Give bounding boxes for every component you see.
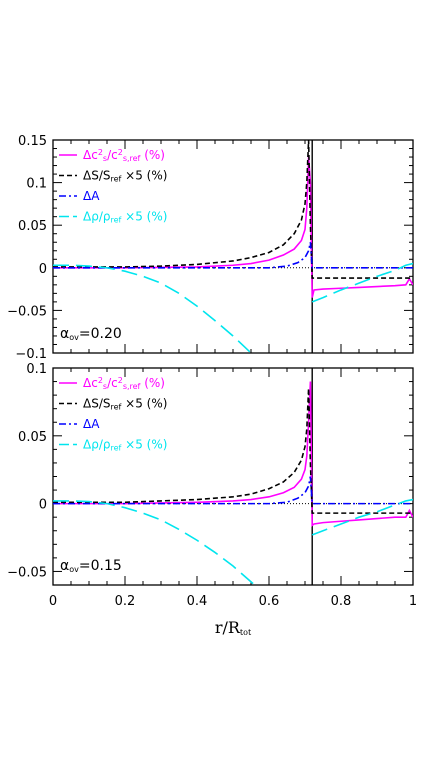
series-line xyxy=(311,498,413,536)
legend-label: Δc2s/c2s,ref (%) xyxy=(83,148,165,163)
y-tick-label: −0.05 xyxy=(7,565,47,580)
legend-label: ΔS/Sref ×5 (%) xyxy=(83,397,167,412)
x-tick-label: 0 xyxy=(49,594,57,609)
y-tick-label: −0.1 xyxy=(15,347,47,362)
x-tick-label: 0.2 xyxy=(115,594,136,609)
series-line xyxy=(53,388,413,514)
x-tick-label: 0.4 xyxy=(187,594,208,609)
series-line xyxy=(53,264,252,353)
y-tick-label: −0.05 xyxy=(7,304,47,319)
legend-label: Δρ/ρref ×5 (%) xyxy=(83,210,167,225)
legend-label: ΔS/Sref ×5 (%) xyxy=(83,169,167,184)
series-line xyxy=(53,140,413,279)
alpha-ov-annotation: αov=0.15 xyxy=(60,558,122,574)
y-tick-label: 0.05 xyxy=(18,219,47,234)
x-tick-label: 1 xyxy=(409,594,417,609)
series-line xyxy=(53,500,256,585)
legend-label: Δρ/ρref ×5 (%) xyxy=(83,438,167,453)
series-line xyxy=(53,242,413,269)
series-line xyxy=(53,381,413,527)
y-tick-label: 0.15 xyxy=(18,134,47,149)
y-tick-label: 0.1 xyxy=(26,177,47,192)
y-tick-label: 0.1 xyxy=(26,362,47,377)
x-axis-label: r/Rtot xyxy=(215,618,252,637)
legend-label: ΔA xyxy=(83,417,100,431)
legend-label: Δc2s/c2s,ref (%) xyxy=(83,376,165,391)
legend-label: ΔA xyxy=(83,189,100,203)
y-tick-label: 0 xyxy=(39,262,47,277)
y-tick-label: 0 xyxy=(39,498,47,513)
panel-top: −0.1 −0.05 0 0.05 0.1 0.15 Δc2s/c2s,ref (%) ΔS/… xyxy=(7,134,414,362)
alpha-ov-annotation: αov=0.20 xyxy=(60,326,122,342)
series-line xyxy=(53,476,413,505)
x-tick-label: 0.8 xyxy=(331,594,352,609)
x-tick-label: 0.6 xyxy=(259,594,280,609)
series-line xyxy=(311,262,413,303)
y-tick-label: 0.05 xyxy=(18,430,47,445)
